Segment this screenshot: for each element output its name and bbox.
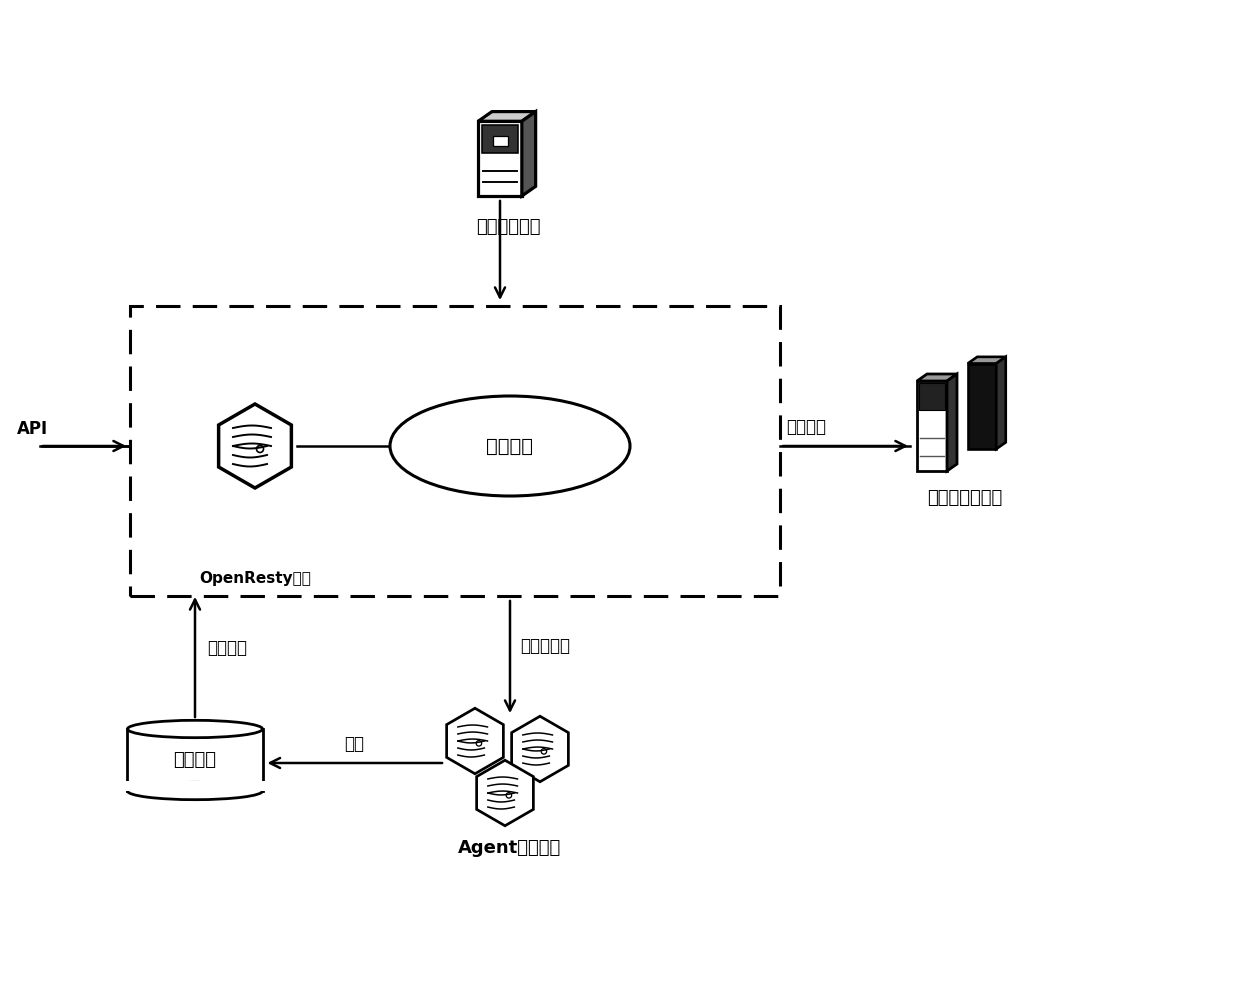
- Polygon shape: [967, 356, 1006, 363]
- Text: 路由转发: 路由转发: [786, 418, 826, 436]
- Polygon shape: [479, 111, 536, 121]
- Polygon shape: [125, 782, 264, 791]
- Ellipse shape: [128, 721, 263, 738]
- Polygon shape: [446, 709, 503, 774]
- Text: 网关管理系统: 网关管理系统: [476, 218, 541, 236]
- Polygon shape: [918, 374, 957, 381]
- Polygon shape: [967, 363, 996, 449]
- Polygon shape: [522, 111, 536, 196]
- Polygon shape: [476, 760, 533, 826]
- Ellipse shape: [128, 783, 263, 800]
- Text: OpenResty网关: OpenResty网关: [200, 571, 311, 586]
- Polygon shape: [218, 404, 291, 488]
- Text: 网关规则: 网关规则: [174, 751, 217, 769]
- Polygon shape: [479, 121, 522, 196]
- Text: 上游服务器集群: 上游服务器集群: [928, 489, 1003, 507]
- Text: 特征防刷: 特征防刷: [486, 436, 533, 455]
- Polygon shape: [918, 381, 947, 471]
- Polygon shape: [947, 374, 957, 471]
- Text: 业务数据流: 业务数据流: [520, 637, 570, 655]
- Polygon shape: [128, 729, 263, 791]
- Ellipse shape: [391, 396, 630, 496]
- Polygon shape: [919, 383, 945, 410]
- Polygon shape: [512, 717, 568, 782]
- Text: Agent计算集群: Agent计算集群: [459, 839, 562, 857]
- FancyBboxPatch shape: [492, 136, 508, 146]
- Polygon shape: [996, 356, 1006, 449]
- Text: API: API: [17, 420, 48, 438]
- Text: 特征限制: 特征限制: [207, 639, 247, 657]
- Text: 计算: 计算: [343, 735, 363, 753]
- Polygon shape: [481, 125, 518, 153]
